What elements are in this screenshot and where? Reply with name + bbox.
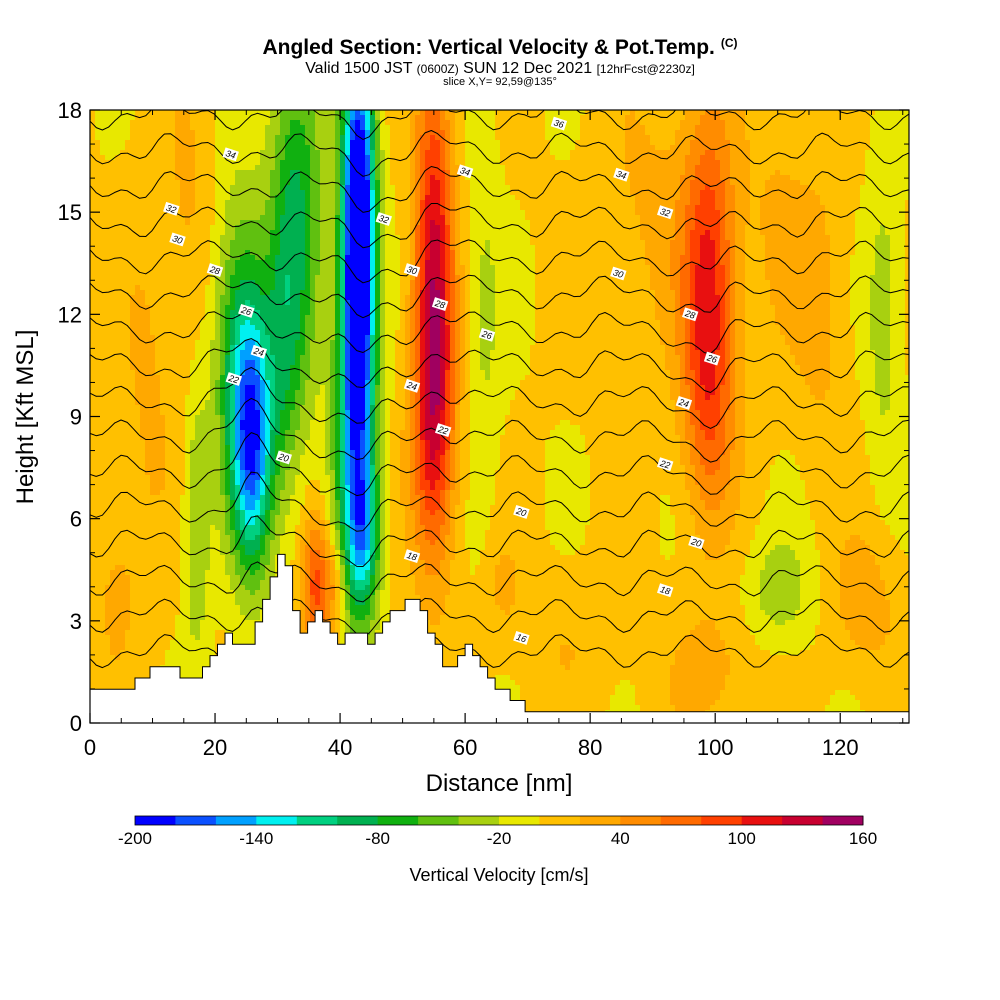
x-axis-title: Distance [nm] — [426, 770, 573, 797]
colorbar-swatch — [337, 816, 378, 825]
y-axis-title: Height [Kft MSL] — [12, 330, 39, 505]
colorbar-swatch — [823, 816, 864, 825]
colorbar-tick-label: -20 — [487, 829, 512, 848]
colorbar-tick-label: -140 — [239, 829, 273, 848]
x-tick-label: 0 — [84, 735, 96, 760]
colorbar-tick-label: 40 — [611, 829, 630, 848]
colorbar-swatch — [499, 816, 540, 825]
y-tick-label: 6 — [70, 507, 82, 532]
vertical-velocity-field — [90, 110, 911, 726]
colorbar-tick-label: -200 — [118, 829, 152, 848]
colorbar-swatch — [701, 816, 742, 825]
colorbar-swatch — [620, 816, 661, 825]
x-tick-label: 80 — [578, 735, 602, 760]
colorbar: -200 -140 -80 -20 40 100 160 — [118, 816, 877, 848]
colorbar-swatch — [782, 816, 823, 825]
y-tick-label: 0 — [70, 711, 82, 736]
x-tick-label: 120 — [822, 735, 859, 760]
y-tick-label: 18 — [58, 98, 82, 123]
colorbar-swatch — [175, 816, 216, 825]
colorbar-swatch — [216, 816, 257, 825]
colorbar-swatch — [742, 816, 783, 825]
x-tick-label: 40 — [328, 735, 352, 760]
colorbar-swatch — [418, 816, 459, 825]
colorbar-tick-label: 160 — [849, 829, 877, 848]
cross-section-chart: 2224262830323420243032282622343618201622… — [0, 0, 1000, 1000]
y-tick-label: 9 — [70, 405, 82, 430]
colorbar-swatch — [135, 816, 176, 825]
colorbar-swatch — [256, 816, 297, 825]
colorbar-swatch — [580, 816, 621, 825]
y-tick-label: 3 — [70, 609, 82, 634]
x-tick-label: 60 — [453, 735, 477, 760]
colorbar-swatch — [378, 816, 419, 825]
colorbar-tick-label: -80 — [365, 829, 390, 848]
colorbar-tick-label: 100 — [728, 829, 756, 848]
colorbar-swatch — [661, 816, 702, 825]
y-tick-label: 15 — [58, 200, 82, 225]
colorbar-swatch — [297, 816, 338, 825]
colorbar-swatch — [539, 816, 580, 825]
colorbar-swatch — [459, 816, 500, 825]
y-tick-label: 12 — [58, 302, 82, 327]
colorbar-title: Vertical Velocity [cm/s] — [409, 865, 588, 885]
x-tick-label: 100 — [697, 735, 734, 760]
x-tick-label: 20 — [203, 735, 227, 760]
